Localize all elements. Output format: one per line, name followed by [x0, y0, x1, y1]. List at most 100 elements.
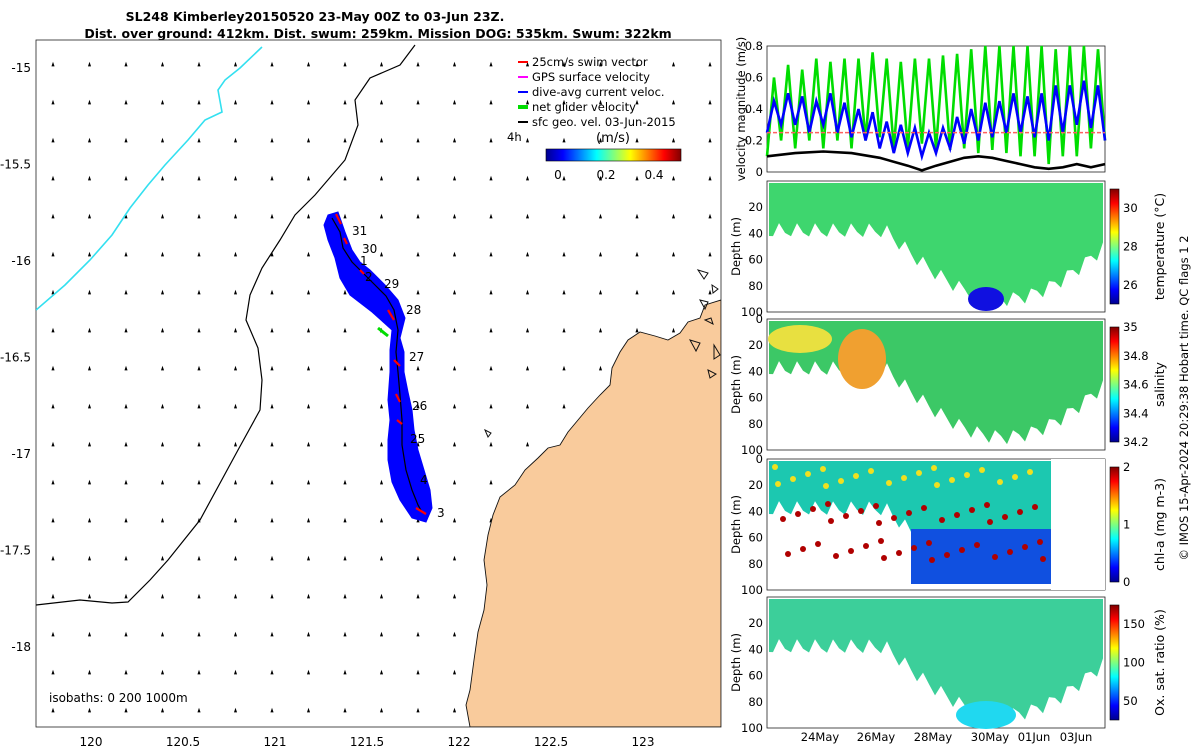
day-label: 28: [406, 303, 421, 317]
surface-arrow: [525, 327, 530, 333]
chl-sample: [785, 551, 791, 557]
lat-ticks: -15 -15.5 -16 -16.5 -17 -17.5 -18: [0, 61, 31, 654]
surface-arrow: [124, 213, 128, 219]
surface-arrow: [87, 631, 92, 637]
surface-arrow: [598, 327, 603, 333]
colorbar-tick: 30: [1123, 201, 1138, 215]
day-label: 30: [362, 242, 377, 256]
surface-arrow: [452, 175, 457, 181]
surface-arrow: [416, 289, 420, 295]
surface-arrow: [525, 99, 530, 105]
lon-tick-label: 120: [80, 735, 103, 749]
surface-arrow: [306, 213, 311, 219]
surface-arrow: [160, 175, 165, 181]
surface-arrow: [270, 99, 274, 105]
depth-tick: 100: [741, 305, 763, 319]
chl-sample: [1017, 509, 1023, 515]
day-label: 1: [360, 254, 368, 268]
surface-arrow: [416, 517, 420, 523]
surface-arrow: [160, 137, 165, 143]
surface-arrow: [87, 707, 92, 713]
chl-sample: [1007, 549, 1013, 555]
surface-arrow: [489, 365, 493, 371]
surface-arrow: [452, 137, 457, 143]
depth-tick: 40: [748, 364, 763, 378]
depth-tick: 20: [748, 338, 763, 352]
surface-arrow: [671, 99, 676, 105]
day-label: 3: [437, 506, 445, 520]
surface-arrow: [233, 555, 238, 561]
surface-arrow: [343, 669, 347, 675]
surface-arrow: [306, 555, 311, 561]
chl-sample: [959, 547, 965, 553]
lat-tick-label: -15.5: [0, 158, 31, 172]
depth-tick: 40: [748, 504, 763, 518]
surface-arrow: [124, 365, 128, 371]
surface-arrow: [270, 175, 274, 181]
time-tag: 4h: [507, 130, 522, 144]
colorbar-tick: 100: [1123, 656, 1145, 670]
chl-sample: [931, 465, 937, 471]
surface-arrow: [306, 61, 311, 67]
chl-sample: [1032, 504, 1038, 510]
chl-sample: [795, 511, 801, 517]
colorbar-tick: 150: [1123, 617, 1145, 631]
surface-arrow: [343, 593, 347, 599]
surface-arrow: [343, 99, 347, 105]
surface-arrow: [233, 289, 238, 295]
surface-arrow: [379, 99, 384, 105]
surface-arrow: [124, 289, 128, 295]
surface-arrow: [306, 327, 311, 333]
surface-arrow: [562, 137, 566, 143]
depth-label: Depth (m): [729, 355, 743, 414]
surface-arrow: [51, 669, 55, 675]
surface-arrow: [124, 517, 128, 523]
surface-arrow: [124, 669, 128, 675]
surface-arrow: [124, 441, 128, 447]
surface-arrow: [87, 403, 92, 409]
chl-sample: [926, 540, 932, 546]
surface-arrow: [452, 555, 457, 561]
colorbar-title: (m/s): [596, 131, 630, 146]
chl-sample: [921, 505, 927, 511]
surface-arrow: [343, 707, 347, 713]
surface-arrow: [343, 137, 347, 143]
surface-arrow: [51, 403, 55, 409]
surface-arrow: [160, 99, 165, 105]
surface-arrow: [379, 365, 384, 371]
surface-arrow: [197, 213, 201, 219]
legend-gps: GPS surface velocity: [532, 70, 650, 84]
surface-arrow: [306, 175, 311, 181]
surface-arrow: [598, 61, 603, 67]
surface-arrow: [671, 213, 676, 219]
surface-arrow: [379, 403, 384, 409]
surface-arrow: [160, 669, 165, 675]
surface-arrow: [708, 213, 712, 219]
date-tick: 01Jun: [1018, 730, 1051, 744]
surface-arrow: [489, 289, 493, 295]
surface-arrow: [51, 137, 55, 143]
depth-tick: 20: [748, 200, 763, 214]
surface-arrow: [87, 99, 92, 105]
chl-sample: [833, 553, 839, 559]
oxygen-patch: [956, 701, 1016, 729]
surface-arrow: [416, 137, 420, 143]
depth-tick: 60: [748, 669, 763, 683]
surface-arrow: [87, 251, 92, 257]
lat-tick-label: -16: [11, 254, 31, 268]
surface-arrow: [525, 365, 530, 371]
surface-arrow: [343, 289, 347, 295]
surface-arrow: [233, 517, 238, 523]
surface-arrow: [270, 61, 274, 67]
colorbar-tick: 26: [1123, 278, 1138, 292]
surface-arrow: [671, 175, 676, 181]
glider-track-line: [331, 217, 423, 513]
surface-arrow: [708, 61, 712, 67]
chl-sample: [772, 464, 778, 470]
surface-arrow: [197, 593, 201, 599]
colorbar-tick: 34.2: [1123, 435, 1149, 449]
chl-sample: [1012, 474, 1018, 480]
surface-arrow: [124, 631, 128, 637]
chl-sample: [868, 468, 874, 474]
